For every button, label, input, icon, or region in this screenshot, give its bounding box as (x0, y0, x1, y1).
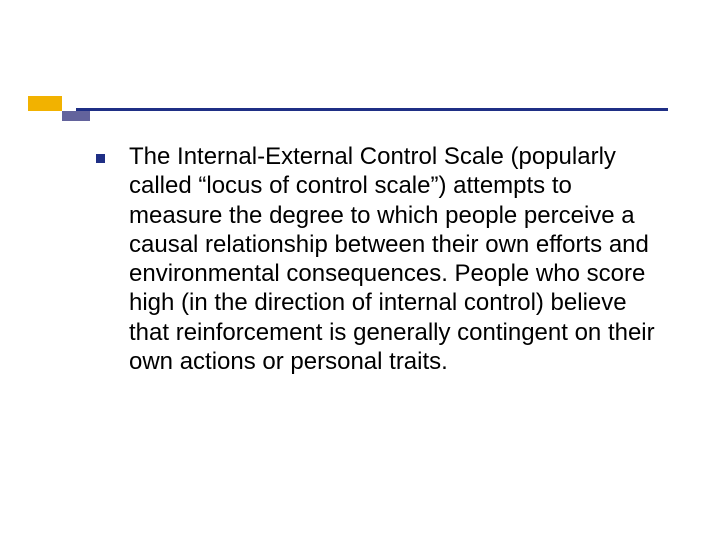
header-decoration (28, 108, 668, 111)
list-item: The Internal-External Control Scale (pop… (96, 142, 666, 376)
content-area: The Internal-External Control Scale (pop… (96, 142, 666, 376)
accent-block-yellow (28, 96, 62, 111)
body-text: The Internal-External Control Scale (pop… (129, 142, 666, 376)
square-bullet-icon (96, 154, 105, 163)
slide: The Internal-External Control Scale (pop… (0, 0, 720, 540)
accent-block-purple (62, 111, 90, 121)
header-rule-line (76, 108, 668, 111)
